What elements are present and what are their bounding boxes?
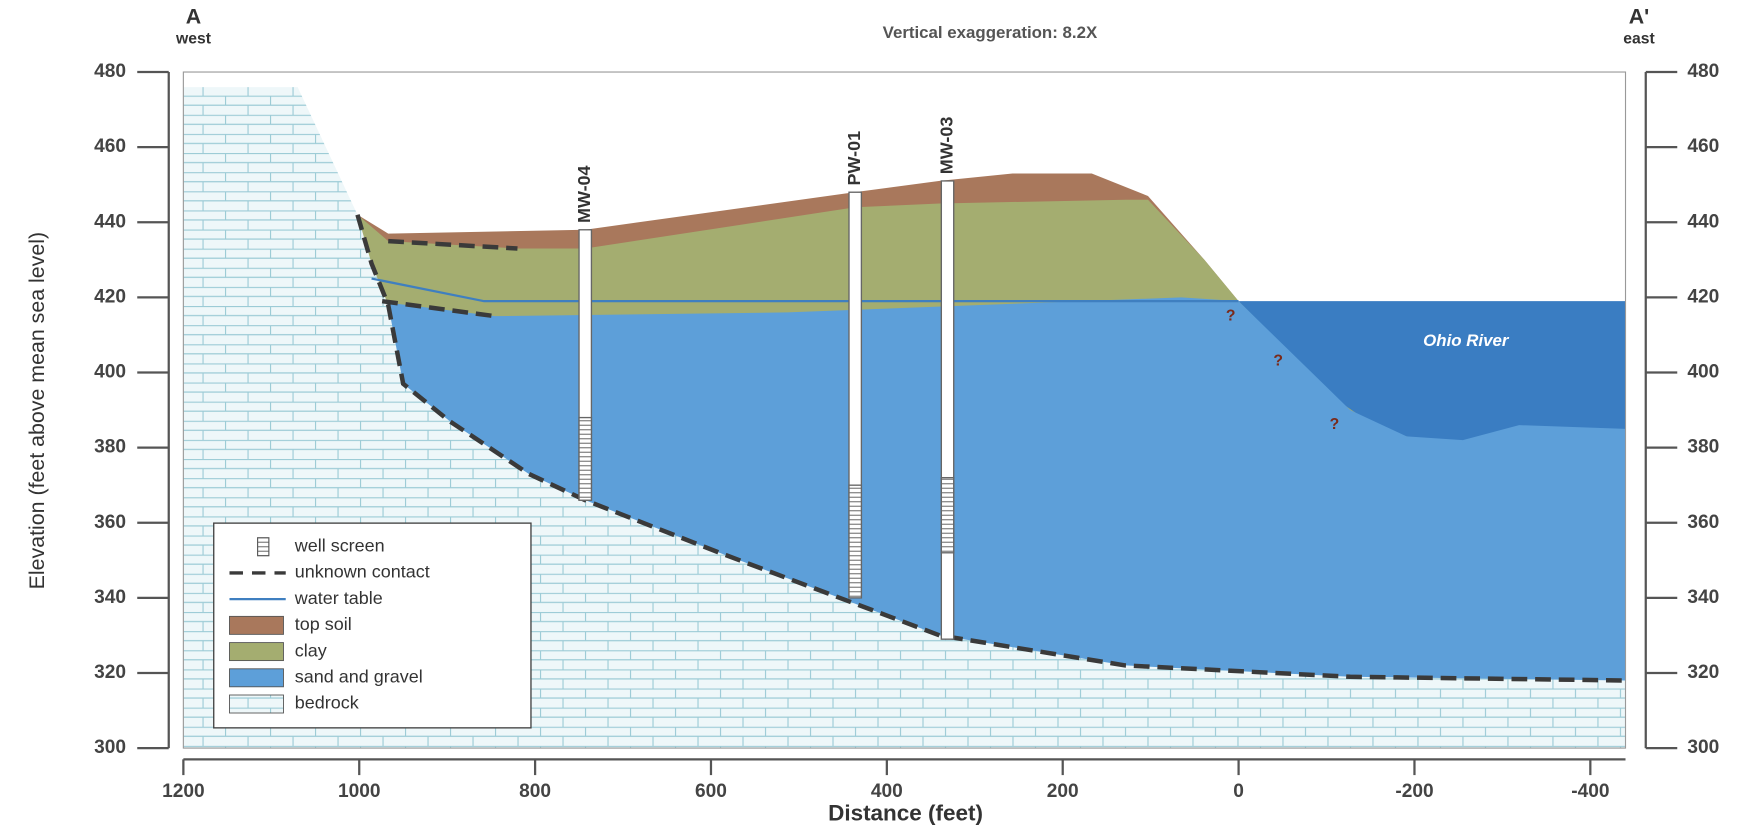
direction-right: east xyxy=(1623,31,1655,48)
well-casing xyxy=(941,181,953,639)
y-tick-label: 300 xyxy=(94,737,126,758)
legend-label: water table xyxy=(294,588,383,608)
page: {"chart_data": { "type": "cross-section"… xyxy=(0,0,1756,828)
well-screen xyxy=(849,485,861,598)
legend-label: unknown contact xyxy=(295,562,430,582)
legend: well screen unknown contact water table top… xyxy=(214,523,531,728)
x-tick-label: 400 xyxy=(871,781,903,802)
y-tick-label-right: 460 xyxy=(1687,136,1719,157)
x-tick-label: 200 xyxy=(1047,781,1079,802)
annotation: ? xyxy=(1226,307,1236,324)
y-tick-label-right: 420 xyxy=(1687,286,1719,307)
y-tick-label: 340 xyxy=(94,587,126,608)
x-tick-label: -400 xyxy=(1571,781,1609,802)
y-tick-label: 360 xyxy=(94,512,126,533)
y-tick-label-right: 360 xyxy=(1687,512,1719,533)
annotation: ? xyxy=(1273,352,1283,369)
x-tick-label: -200 xyxy=(1395,781,1433,802)
x-tick-label: 600 xyxy=(695,781,727,802)
y-tick-label: 460 xyxy=(94,136,126,157)
section-end-right: A' xyxy=(1629,5,1650,29)
y-tick-label: 480 xyxy=(94,61,126,82)
well-screen xyxy=(941,478,953,553)
river-label: Ohio River xyxy=(1423,331,1510,350)
well-label: MW-03 xyxy=(936,117,956,175)
x-tick-label: 1200 xyxy=(162,781,205,802)
y-tick-label: 320 xyxy=(94,662,126,683)
x-axis-title: Distance (feet) xyxy=(828,800,983,825)
y-tick-label-right: 400 xyxy=(1687,362,1719,383)
annotation: ? xyxy=(1330,416,1340,433)
x-tick-label: 1000 xyxy=(338,781,381,802)
legend-swatch xyxy=(229,616,283,634)
well-label: MW-04 xyxy=(574,165,594,223)
legend-swatch xyxy=(229,643,283,661)
y-tick-label-right: 380 xyxy=(1687,437,1719,458)
y-tick-label: 420 xyxy=(94,286,126,307)
legend-swatch xyxy=(229,669,283,687)
y-tick-label-right: 320 xyxy=(1687,662,1719,683)
legend-swatch xyxy=(258,538,269,556)
y-tick-label-right: 480 xyxy=(1687,61,1719,82)
chart-title: Vertical exaggeration: 8.2X xyxy=(883,23,1098,42)
y-tick-label: 380 xyxy=(94,437,126,458)
legend-label: well screen xyxy=(294,535,385,555)
x-tick-label: 0 xyxy=(1233,781,1244,802)
legend-label: sand and gravel xyxy=(295,667,423,687)
direction-left: west xyxy=(175,31,212,48)
legend-label: top soil xyxy=(295,614,352,634)
y-tick-label-right: 300 xyxy=(1687,737,1719,758)
legend-swatch xyxy=(229,695,283,713)
well-label: PW-01 xyxy=(844,131,864,186)
y-tick-label-right: 440 xyxy=(1687,211,1719,232)
y-tick-label: 440 xyxy=(94,211,126,232)
x-tick-label: 800 xyxy=(519,781,551,802)
legend-label: clay xyxy=(295,640,327,660)
legend-label: bedrock xyxy=(295,693,360,713)
y-tick-label: 400 xyxy=(94,362,126,383)
chart: Vertical exaggeration: 8.2X A west A' ea… xyxy=(0,0,1756,828)
section-end-left: A xyxy=(186,5,201,29)
y-tick-label-right: 340 xyxy=(1687,587,1719,608)
y-axis-title: Elevation (feet above mean sea level) xyxy=(25,232,49,589)
well-screen xyxy=(579,418,591,501)
